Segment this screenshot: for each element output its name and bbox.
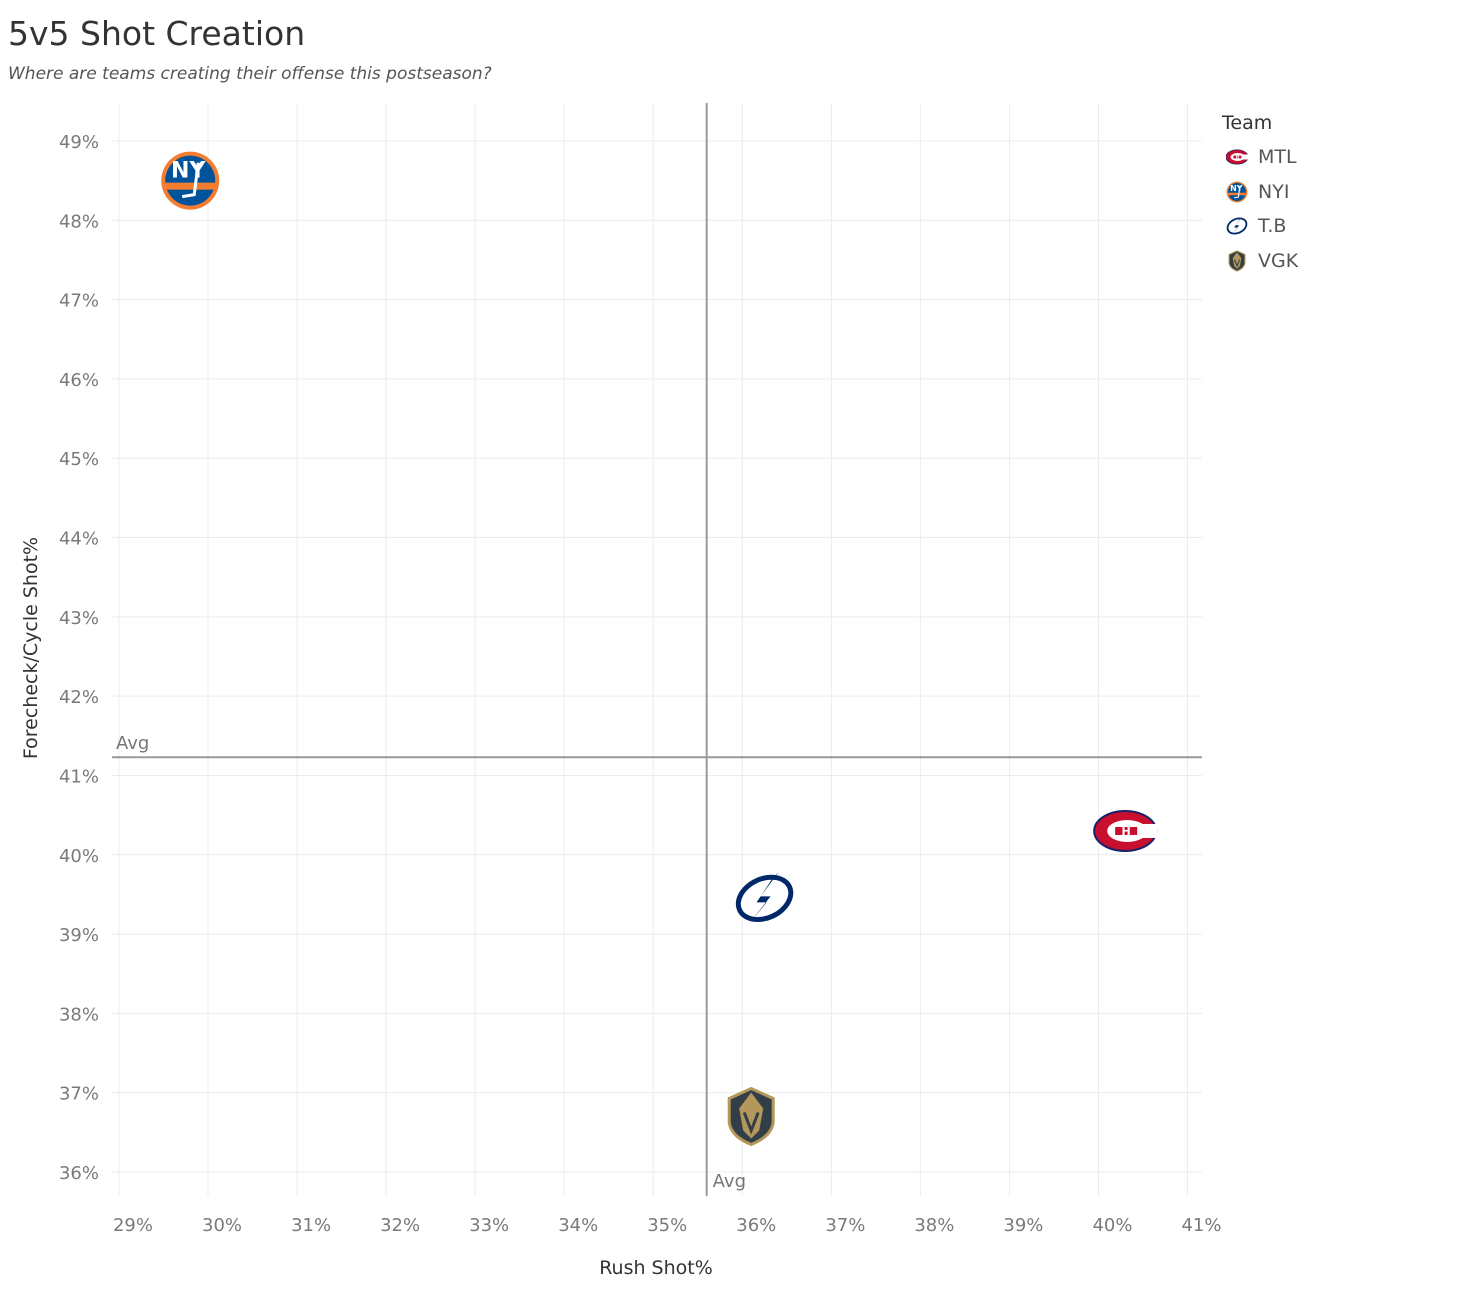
y-tick-label: 43% xyxy=(59,608,99,629)
legend: Team H MTL NY NYI T.B VGK xyxy=(1222,112,1298,278)
y-avg-label: Avg xyxy=(116,733,149,754)
legend-item-vgk[interactable]: VGK xyxy=(1222,244,1298,279)
chart-title: 5v5 Shot Creation xyxy=(8,14,306,53)
vgk-logo-icon xyxy=(1228,250,1246,272)
data-points: NY H xyxy=(161,151,1158,1147)
y-tick-label: 39% xyxy=(59,925,99,946)
y-tick-label: 38% xyxy=(59,1004,99,1025)
legend-item-nyi[interactable]: NY NYI xyxy=(1222,175,1298,210)
tb-logo-icon xyxy=(1226,216,1248,236)
x-tick-label: 32% xyxy=(380,1215,420,1236)
point-mtl[interactable]: H xyxy=(1093,809,1158,852)
legend-item-label: VGK xyxy=(1258,249,1299,272)
x-tick-label: 29% xyxy=(113,1215,153,1236)
y-tick-label: 46% xyxy=(59,370,99,391)
svg-text:H: H xyxy=(1236,155,1239,160)
y-tick-label: 44% xyxy=(59,529,99,550)
x-axis-title: Rush Shot% xyxy=(599,1257,713,1279)
legend-item-label: MTL xyxy=(1258,146,1297,169)
y-tick-label: 45% xyxy=(59,449,99,470)
y-tick-label: 48% xyxy=(59,211,99,232)
svg-text:H: H xyxy=(1122,825,1131,838)
x-tick-label: 30% xyxy=(202,1215,242,1236)
legend-item-label: T.B xyxy=(1258,215,1287,238)
y-tick-label: 47% xyxy=(59,291,99,312)
grid-lines xyxy=(112,103,1202,1196)
svg-text:NY: NY xyxy=(171,159,206,184)
x-tick-label: 38% xyxy=(914,1215,954,1236)
y-tick-label: 42% xyxy=(59,687,99,708)
legend-item-tb[interactable]: T.B xyxy=(1222,209,1298,244)
legend-item-mtl[interactable]: H MTL xyxy=(1222,140,1298,175)
legend-item-label: NYI xyxy=(1258,180,1290,203)
y-tick-label: 37% xyxy=(59,1084,99,1105)
svg-text:NY: NY xyxy=(1230,184,1243,193)
x-tick-label: 39% xyxy=(1003,1215,1043,1236)
x-avg-label: Avg xyxy=(713,1171,746,1192)
y-tick-label: 36% xyxy=(59,1163,99,1184)
x-tick-label: 35% xyxy=(647,1215,687,1236)
x-tick-label: 41% xyxy=(1181,1215,1221,1236)
legend-title: Team xyxy=(1222,112,1273,134)
point-vgk[interactable] xyxy=(727,1086,775,1147)
x-tick-label: 36% xyxy=(736,1215,776,1236)
x-tick-label: 33% xyxy=(469,1215,509,1236)
point-tb[interactable] xyxy=(728,866,801,931)
y-tick-label: 40% xyxy=(59,846,99,867)
y-tick-label: 41% xyxy=(59,766,99,787)
tick-labels: 29% 30% 31% 32% 33% 34% 35% 36% 37% 38% 39% 40% 41% 3… xyxy=(59,132,1222,1236)
x-tick-label: 40% xyxy=(1092,1215,1132,1236)
mtl-logo-icon: H xyxy=(1226,149,1248,165)
y-tick-label: 49% xyxy=(59,132,99,153)
x-tick-label: 37% xyxy=(825,1215,865,1236)
chart-subtitle: Where are teams creating their offense t… xyxy=(8,64,492,84)
nyi-logo-icon: NY xyxy=(1226,181,1248,203)
reference-lines: Avg Avg xyxy=(112,103,1202,1196)
x-tick-label: 31% xyxy=(291,1215,331,1236)
x-tick-label: 34% xyxy=(558,1215,598,1236)
point-nyi[interactable]: NY xyxy=(161,151,220,210)
y-axis-title: Forecheck/Cycle Shot% xyxy=(20,537,42,759)
